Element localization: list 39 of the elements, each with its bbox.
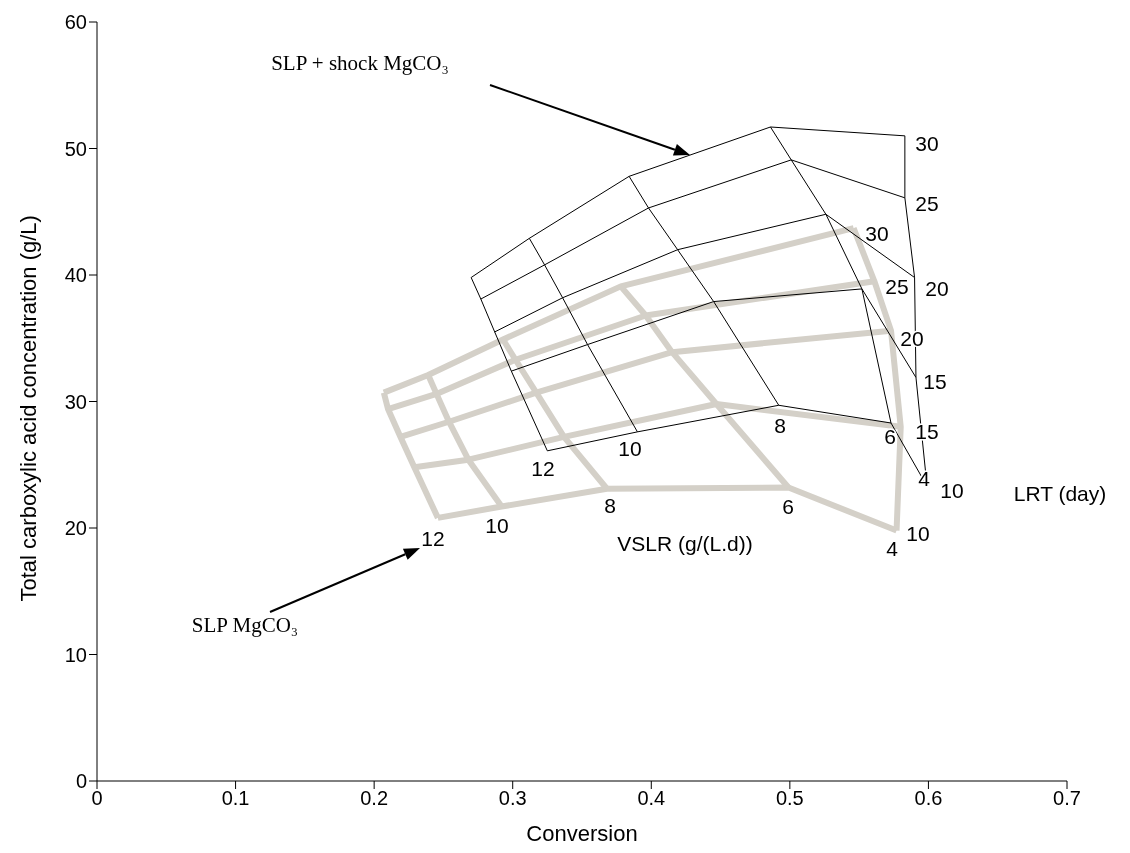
x-axis-title: Conversion (526, 821, 638, 846)
annotation: LRT (day) (1013, 481, 1107, 505)
annotation: 20 (925, 276, 949, 300)
y-tick-label: 50 (64, 137, 87, 160)
y-tick-label: 40 (64, 264, 87, 287)
annotation: 12 (531, 456, 555, 480)
annotation: 8 (604, 493, 616, 517)
y-tick-label: 10 (64, 643, 87, 666)
annotation: 10 (940, 478, 964, 502)
annotation: 25 (915, 191, 939, 215)
x-tick-label: 0 (91, 787, 103, 810)
annotation: 30 (865, 221, 889, 245)
y-tick-label: 20 (64, 517, 87, 540)
y-tick-label: 30 (64, 390, 87, 413)
annotation: SLP MgCO₃ (191, 612, 299, 637)
annotation: 6 (884, 424, 896, 448)
x-tick-label: 0.2 (360, 787, 389, 810)
y-tick-label: 0 (75, 770, 87, 793)
x-tick-label: 0.4 (637, 787, 666, 810)
annotation: 15 (923, 369, 947, 393)
annotation: 30 (915, 131, 939, 155)
annotation: 10 (485, 513, 509, 537)
annotation: 10 (618, 436, 642, 460)
x-tick-label: 0.7 (1053, 787, 1081, 810)
annotation: 10 (906, 521, 930, 545)
annotation: 25 (885, 274, 909, 298)
annotation: VSLR (g/(L.d)) (617, 531, 753, 555)
annotation: 4 (886, 536, 899, 560)
annotation: 12 (421, 526, 445, 550)
x-tick-label: 0.5 (775, 787, 804, 810)
x-tick-label: 0.1 (221, 787, 250, 810)
annotation: 8 (774, 413, 786, 437)
y-tick-label: 60 (64, 11, 87, 34)
x-tick-label: 0.6 (914, 787, 943, 810)
y-axis-title: Total carboxylic acid concentration (g/L) (15, 215, 41, 602)
annotation: 15 (915, 419, 939, 443)
annotation: SLP + shock MgCO₃ (271, 50, 449, 75)
annotation: 6 (782, 494, 794, 518)
x-tick-label: 0.3 (498, 787, 527, 810)
